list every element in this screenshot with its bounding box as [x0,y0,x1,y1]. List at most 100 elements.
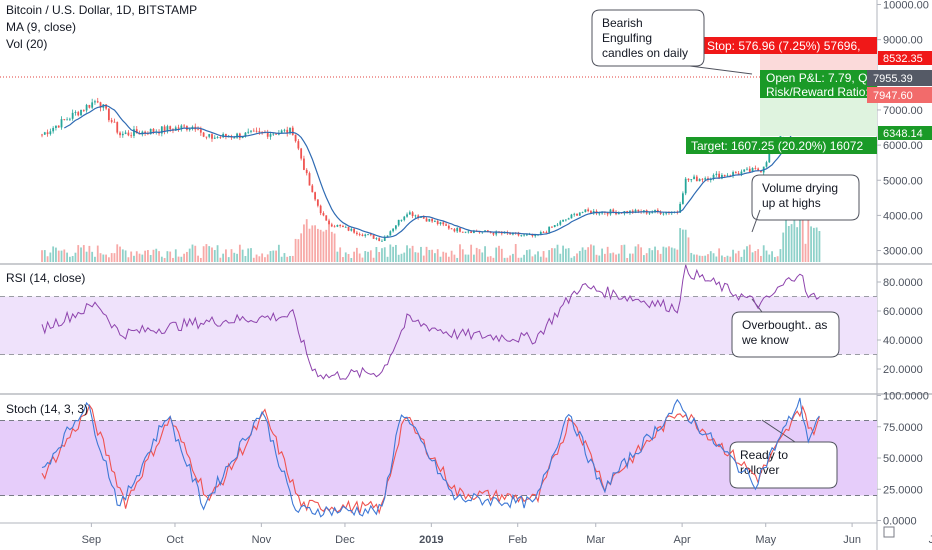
volume-bar [177,256,180,262]
volume-bar [361,257,364,262]
volume-bar [197,255,199,262]
callout-engulfing-pointer [689,65,753,75]
volume-bar [807,215,810,262]
volume-bar [590,244,592,262]
price-tick-label: 4000.00 [883,210,923,222]
volume-bar [392,246,395,262]
volume-bar [606,246,609,262]
volume-bar [289,255,291,262]
volume-bar [698,255,701,262]
volume-bar [679,228,682,262]
volume-bar [470,244,473,262]
volume-bar [654,246,656,262]
candle-body [464,231,467,233]
volume-bar [773,257,776,262]
candle-body [598,213,601,215]
volume-bar [425,246,428,262]
volume-bar [55,247,57,262]
volume-bar [757,249,760,262]
volume-bar [394,244,397,262]
volume-bar [428,249,431,262]
candle-body [272,133,275,135]
volume-bar [707,254,709,262]
candle-body [135,129,138,134]
volume-bar [277,244,280,262]
candle-body [567,218,570,220]
candle-body [225,133,227,137]
candle-body [662,213,665,215]
candle-body [484,230,486,232]
volume-bar [442,251,445,262]
red-price-tag-bg [867,87,932,103]
price-legend: Bitcoin / U.S. Dollar, 1D, BITSTAMP MA (… [6,2,197,53]
volume-bar [330,231,333,262]
candle-body [436,221,439,225]
rsi-legend: RSI (14, close) [6,270,85,287]
volume-bar [308,228,311,262]
candle-body [342,225,344,227]
volume-bar [656,250,659,262]
candle-body [188,128,191,130]
volume-bar [668,246,670,262]
rsi-band [0,296,877,355]
volume-bar [567,248,570,262]
candle-body [715,173,718,175]
volume-bar [127,257,130,262]
candle-body [336,225,339,227]
volume-bar [473,254,475,262]
volume-bar [592,245,595,262]
volume-bar [651,250,654,262]
candle-body [417,215,420,218]
volume-bar [414,252,417,262]
volume-bar [52,246,55,262]
volume-bar [629,253,631,262]
volume-bar [283,253,286,262]
rsi-tick-label: 20.0000 [883,364,923,376]
candle-body [258,131,261,132]
volume-bar [105,254,108,262]
candle-body [693,176,695,180]
volume-bar [723,257,726,262]
time-tick-label: Oct [166,534,183,546]
volume-bar [124,250,127,262]
volume-bar [461,249,464,262]
candle-body [286,129,289,134]
candle-body [197,129,199,131]
candle-body [682,193,684,204]
candle-body [378,238,381,241]
volume-bar [63,249,66,262]
price-tick-label: 10000.00 [883,0,929,12]
volume-bar [500,248,503,262]
volume-bar [481,252,484,262]
volume-bar [375,246,378,262]
volume-bar [46,256,49,262]
volume-bar [102,254,105,262]
candle-body [99,102,102,108]
volume-bar [280,256,283,262]
volume-bar [68,256,71,262]
candle-body [213,137,216,139]
volume-bar [364,251,367,262]
volume-bar [525,250,528,262]
target-price-tag-bg [878,126,932,140]
candle-body [718,173,721,179]
candle-body [94,101,96,103]
ma-line [64,87,820,238]
time-tick-label: Apr [674,534,691,546]
volume-bar [709,251,712,262]
volume-bar [250,248,252,262]
volume-bar [238,244,241,262]
candle-body [637,209,640,212]
candle-body [255,130,258,132]
volume-bar [247,248,250,262]
volume-bar [812,227,815,262]
volume-bar [801,214,804,262]
candle-body [562,219,564,222]
volume-bar [264,257,266,262]
volume-bar [244,255,247,262]
volume-bar [183,253,186,262]
volume-bar [400,253,403,262]
